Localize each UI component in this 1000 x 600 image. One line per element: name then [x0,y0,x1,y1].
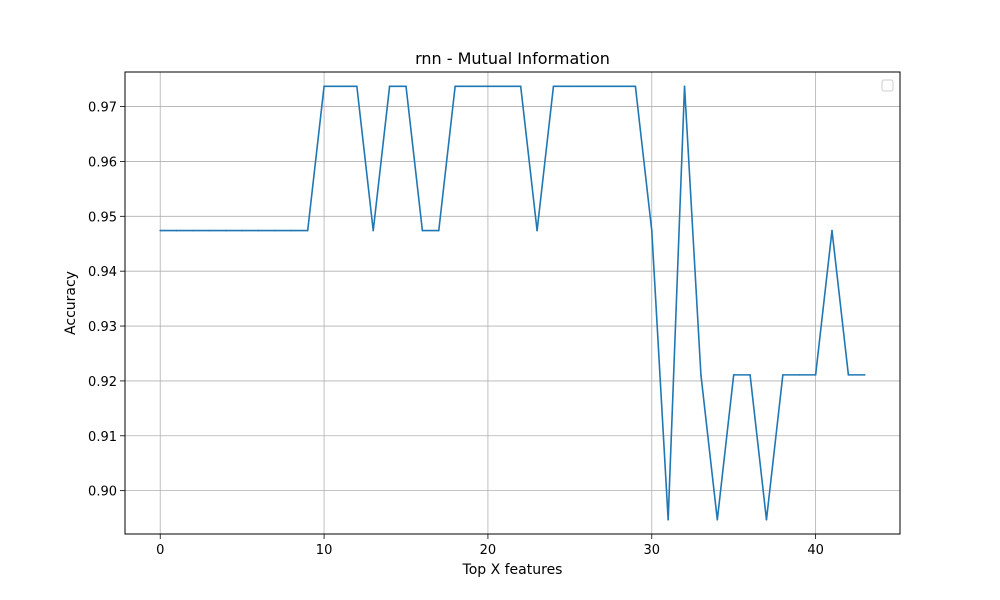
data-point [782,374,784,376]
y-tick-label: 0.90 [88,485,117,500]
data-point [470,85,473,88]
data-point [519,85,522,88]
x-tick-label: 0 [156,543,164,558]
data-point [405,85,407,88]
data-point [454,85,456,88]
x-tick-label: 40 [807,543,824,558]
y-axis-label: Accuracy [63,271,79,335]
data-point [814,374,817,376]
data-point [700,374,702,376]
accuracy-series-line [160,85,865,521]
data-point [683,85,686,88]
y-tick-label: 0.93 [88,320,117,335]
data-point [552,85,555,88]
data-point [716,518,719,521]
data-point [503,85,506,88]
data-point [356,85,358,88]
chart-title: rnn - Mutual Information [415,49,610,68]
data-point [569,85,571,88]
x-tick-label: 10 [316,543,333,558]
legend-box [881,79,894,92]
data-point [487,85,489,88]
data-point [208,229,211,232]
data-point [536,229,538,232]
data-point [290,229,293,232]
data-point [650,229,653,232]
grid-lines [125,72,900,534]
data-point [372,229,375,232]
data-point [634,85,637,88]
data-point [323,85,325,88]
x-tick-label: 20 [480,543,497,558]
plot-area-frame [124,71,901,535]
y-tick-label: 0.92 [88,375,117,390]
data-point [241,229,243,232]
axis-ticks: 0 10 20 30 40 0.90 0.91 0.92 0.93 0.94 0.95 0.96 0.9… [88,101,824,558]
data-point [274,229,276,232]
data-point [831,229,833,232]
y-tick-label: 0.97 [88,101,117,116]
data-point [159,229,162,232]
data-point [765,518,768,521]
data-point [339,85,342,88]
data-point [618,85,620,88]
data-point [306,229,309,232]
data-point [257,229,260,232]
data-point [421,229,424,232]
data-point [847,374,850,376]
data-point [863,374,866,376]
data-point [175,229,178,232]
data-point [585,85,588,88]
data-point [388,85,391,88]
y-tick-label: 0.96 [88,155,117,170]
data-point [667,518,669,521]
x-tick-label: 30 [643,543,660,558]
data-point [437,229,440,232]
x-axis-label: Top X features [462,562,563,578]
series-layer [159,85,866,521]
data-point [192,229,194,232]
y-tick-label: 0.94 [88,265,117,280]
data-point [798,374,801,376]
y-tick-label: 0.91 [88,430,117,445]
y-tick-label: 0.95 [88,210,117,225]
data-point [749,374,751,376]
data-point [601,85,604,88]
data-point [224,229,227,232]
data-point [732,374,735,376]
